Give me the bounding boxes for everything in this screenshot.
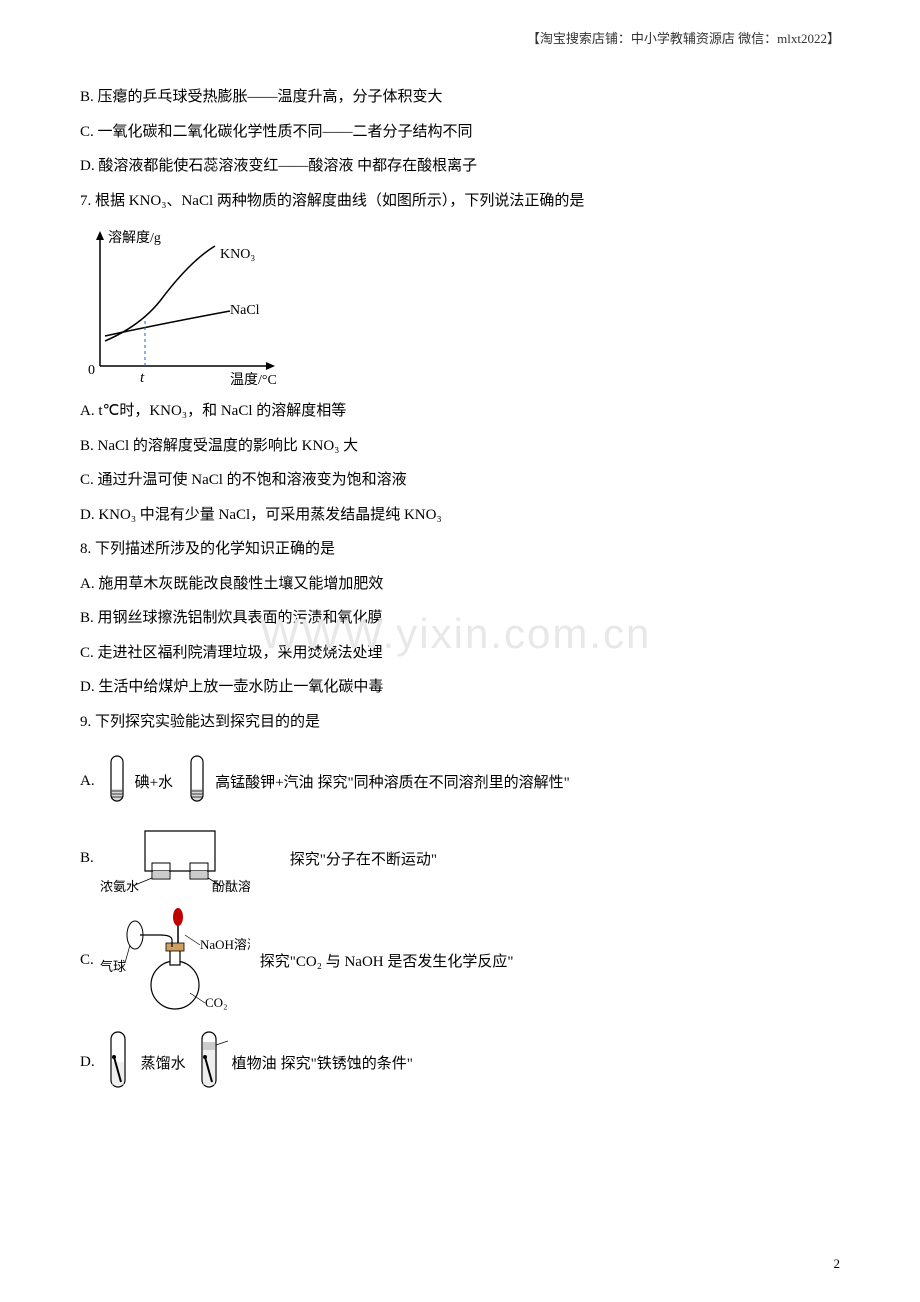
q8-option-b: B. 用钢丝球擦洗铝制炊具表面的污渍和氧化膜	[80, 601, 840, 636]
flask-balloon-icon: 气球 NaOH溶液 CO₂	[100, 905, 250, 1015]
graph-intersect-t: t	[140, 370, 145, 386]
document-page: 【淘宝搜索店铺：中小学教辅资源店 微信：mlxt2022】 WWW.yixin.…	[0, 0, 920, 1302]
q9-c-label2: CO₂	[205, 995, 228, 1010]
diffusion-apparatus-icon: 浓氨水 酚酞溶液	[100, 823, 250, 893]
q6-option-b: B. 压瘪的乒乓球受热膨胀——温度升高，分子体积变大	[80, 80, 840, 115]
q9-b-letter: B.	[80, 850, 94, 867]
q9-b-label1: 浓氨水	[100, 879, 139, 893]
svg-text:0: 0	[88, 363, 95, 378]
q8-option-c: C. 走进社区福利院清理垃圾，采用焚烧法处理	[80, 636, 840, 671]
q7-stem: 7. 根据 KNO₃、NaCl 两种物质的溶解度曲线（如图所示），下列说法正确的…	[80, 184, 840, 219]
q9-stem: 9. 下列探究实验能达到探究目的的是	[80, 705, 840, 740]
q9-d-desc: 探究"铁锈蚀的条件"	[281, 1052, 413, 1073]
test-tube-nail-oil-icon	[192, 1027, 228, 1097]
q9-d-label1: 蒸馏水	[141, 1052, 186, 1073]
q7-option-c: C. 通过升温可使 NaCl 的不饱和溶液变为饱和溶液	[80, 463, 840, 498]
q8-option-d: D. 生活中给煤炉上放一壶水防止一氧化碳中毒	[80, 670, 840, 705]
q8-option-a: A. 施用草木灰既能改良酸性土壤又能增加肥效	[80, 567, 840, 602]
graph-curve2-label: NaCl	[230, 303, 260, 318]
q9-option-b: B. 浓氨水 酚酞溶液 探究"分子在不断运动"	[80, 823, 840, 893]
q9-d-letter: D.	[80, 1054, 95, 1071]
q9-option-d: D. 蒸馏水 植物油 探究"铁锈蚀的条件"	[80, 1027, 840, 1097]
q9-d-label2: 植物油	[232, 1052, 277, 1073]
graph-ylabel: 溶解度/g	[108, 230, 161, 246]
q9-a-letter: A.	[80, 773, 95, 790]
q9-c-label1: NaOH溶液	[200, 937, 250, 952]
graph-curve1-label: KNO₃	[220, 247, 255, 262]
q8-stem: 8. 下列描述所涉及的化学知识正确的是	[80, 532, 840, 567]
q9-b-desc: 探究"分子在不断运动"	[290, 848, 437, 869]
solubility-curve-svg: 溶解度/g 温度/°C 0 KNO₃ NaCl t	[80, 226, 280, 386]
page-number: 2	[834, 1256, 841, 1272]
q6-option-d: D. 酸溶液都能使石蕊溶液变红——酸溶液 中都存在酸根离子	[80, 149, 840, 184]
q7-solubility-graph: 溶解度/g 温度/°C 0 KNO₃ NaCl t	[80, 226, 280, 386]
q9-option-a: A. 碘+水 高锰酸钾+汽油 探究"同种溶质在不同溶剂里的溶解性"	[80, 751, 840, 811]
q9-b-label2: 酚酞溶液	[212, 879, 250, 893]
content-area: B. 压瘪的乒乓球受热膨胀——温度升高，分子体积变大 C. 一氧化碳和二氧化碳化…	[80, 80, 840, 1097]
q7-option-a: A. t℃时，KNO₃，和 NaCl 的溶解度相等	[80, 394, 840, 429]
header-note: 【淘宝搜索店铺：中小学教辅资源店 微信：mlxt2022】	[527, 28, 840, 47]
graph-xlabel: 温度/°C	[230, 372, 277, 386]
test-tube-icon	[181, 751, 211, 811]
q9-c-letter: C.	[80, 952, 94, 969]
q9-a-desc: 探究"同种溶质在不同溶剂里的溶解性"	[318, 771, 570, 792]
q7-option-b: B. NaCl 的溶解度受温度的影响比 KNO₃ 大	[80, 429, 840, 464]
q6-option-c: C. 一氧化碳和二氧化碳化学性质不同——二者分子结构不同	[80, 115, 840, 150]
q7-option-d: D. KNO₃ 中混有少量 NaCl，可采用蒸发结晶提纯 KNO₃	[80, 498, 840, 533]
test-tube-nail-icon	[101, 1027, 137, 1097]
q9-option-c: C. 气球 NaOH溶液 CO₂ 探究"C	[80, 905, 840, 1015]
q9-a-label1: 碘+水	[135, 771, 173, 792]
q9-a-label2: 高锰酸钾+汽油	[215, 771, 313, 792]
test-tube-icon	[101, 751, 131, 811]
q9-c-label-left: 气球	[100, 959, 126, 974]
q9-c-desc: 探究"CO₂ 与 NaOH 是否发生化学反应"	[260, 950, 514, 971]
